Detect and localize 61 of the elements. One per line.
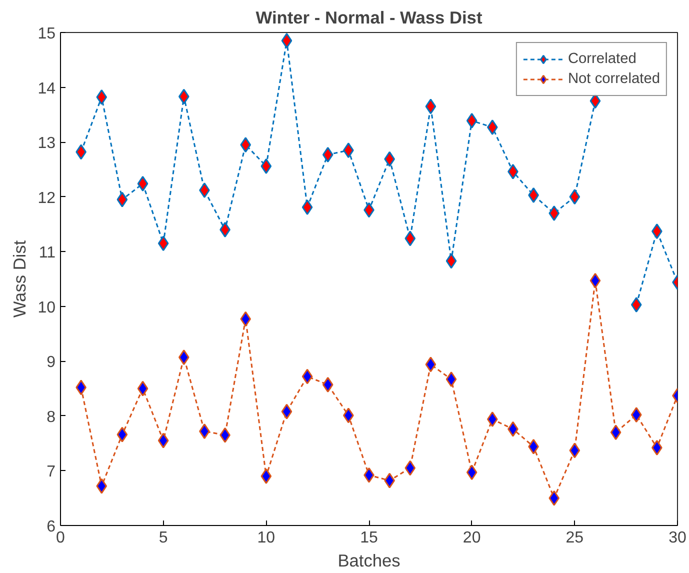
x-tick-label: 15 [360,530,378,546]
point [281,32,292,48]
point [630,296,642,312]
point [404,230,416,246]
x-tick-label: 30 [668,530,686,546]
point [96,89,108,105]
y-tick-label: 11 [38,244,56,262]
point [404,460,416,476]
y-tick-label: 8 [46,408,56,426]
x-tick-label: 0 [56,530,66,546]
point [240,137,252,153]
y-tick-label: 7 [46,464,56,481]
legend-label: Correlated [568,51,636,67]
point [260,468,272,484]
y-tick-label: 13 [38,135,56,152]
point [116,426,128,442]
legend-label: Not correlated [568,71,660,87]
point [548,206,560,222]
point [610,424,622,440]
point [302,199,313,215]
point [466,464,478,480]
x-tick-label: 20 [462,530,481,546]
y-tick-label: 6 [46,518,56,536]
point [590,272,601,288]
point [569,189,580,205]
y-tick-label: 9 [46,354,56,372]
point [178,88,190,104]
point [446,371,457,387]
y-tick-label: 12 [38,190,56,207]
point [590,93,601,109]
point [569,442,580,458]
x-tick-label: 5 [158,530,168,546]
point [425,356,436,372]
point [158,432,169,448]
point [158,236,169,252]
point [116,192,128,208]
point [322,376,334,392]
point [322,146,334,162]
point [281,404,292,420]
point [425,98,436,114]
x-axis-title: Batches [338,550,401,570]
x-tick-label: 25 [566,530,584,546]
point [548,490,560,506]
point [96,478,108,494]
y-tick-label: 14 [38,80,56,98]
y-tick-label: 15 [38,26,56,42]
point [466,112,478,128]
chart-title: Winter - Normal - Wass Dist [256,8,482,28]
point [178,350,190,366]
point [630,407,642,423]
point [486,120,498,136]
point [260,158,272,174]
point [137,380,148,396]
point [240,311,252,327]
y-axis-title: Wass Dist [10,240,30,318]
x-tick-label: 10 [257,530,276,546]
point [302,368,313,384]
point [486,411,498,427]
point [446,253,457,269]
y-tick-label: 10 [38,299,56,316]
point [137,176,148,192]
